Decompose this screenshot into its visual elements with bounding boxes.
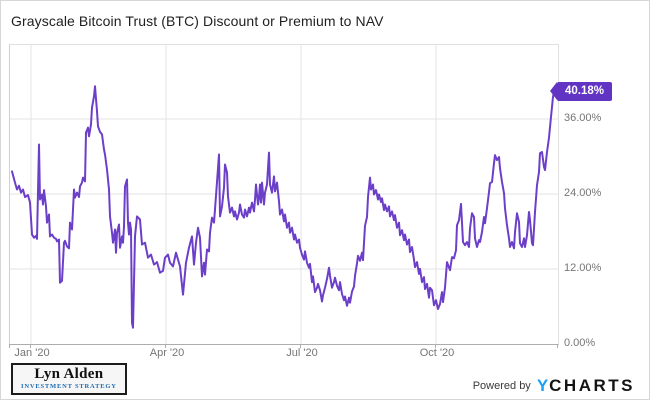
x-tick-label: Jul '20 — [286, 347, 318, 359]
last-value-badge: 40.18% — [549, 82, 613, 102]
chart-line-svg — [10, 45, 558, 344]
plot-area — [9, 44, 559, 345]
y-tick-label: 0.00% — [564, 337, 596, 349]
lyn-alden-logo-subtitle: INVESTMENT STRATEGY — [21, 383, 117, 390]
y-tick-label: 24.00% — [564, 186, 602, 199]
lyn-alden-logo: Lyn Alden INVESTMENT STRATEGY — [11, 363, 127, 395]
powered-by: Powered by YCHARTS — [473, 376, 635, 396]
gridlines — [10, 45, 558, 344]
x-axis-tick-mark — [9, 344, 10, 348]
powered-by-text: Powered by — [472, 380, 531, 392]
x-tick-label: Jan '20 — [14, 347, 50, 359]
premium-line-series — [11, 85, 558, 329]
x-axis-tick-mark — [300, 344, 301, 348]
ycharts-logo-text: CHARTS — [549, 376, 635, 395]
x-axis-tick-mark — [165, 344, 166, 348]
y-tick-label: 36.00% — [564, 111, 602, 124]
last-value-label: 40.18% — [565, 85, 605, 98]
lyn-alden-logo-title: Lyn Alden — [34, 366, 104, 382]
x-axis-tick-mark — [30, 344, 31, 348]
x-axis-tick-mark — [557, 344, 558, 348]
y-tick-label: 12.00% — [564, 261, 602, 274]
ycharts-logo-y-icon: Y — [536, 376, 550, 395]
chart-title: Grayscale Bitcoin Trust (BTC) Discount o… — [11, 13, 384, 29]
x-tick-label: Oct '20 — [419, 347, 455, 359]
x-axis-tick-mark — [435, 344, 436, 348]
x-tick-label: Apr '20 — [149, 347, 185, 359]
